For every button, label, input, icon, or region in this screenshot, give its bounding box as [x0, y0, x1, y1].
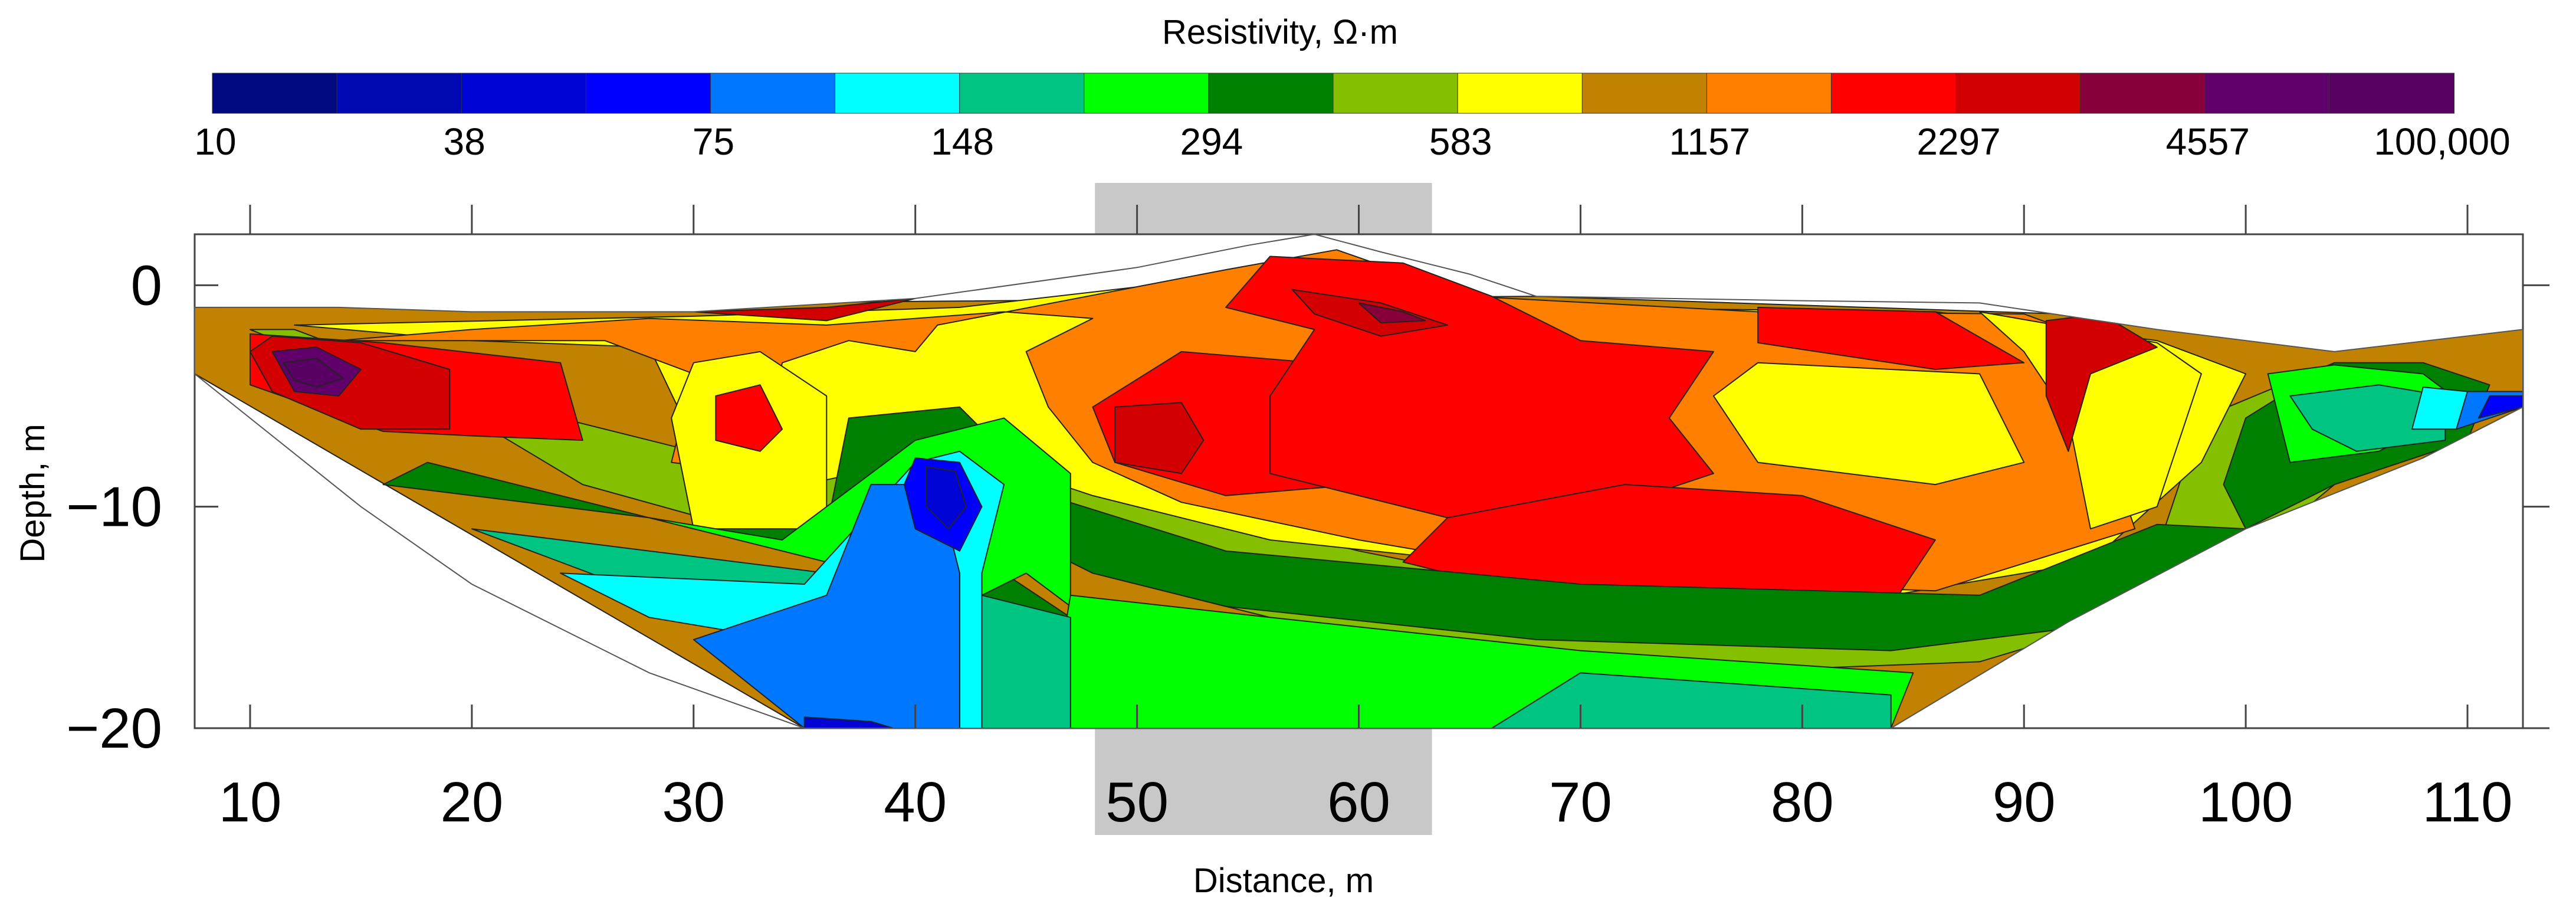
top-ticks: [249, 205, 2469, 234]
colorbar-tick-label: 583: [1429, 120, 1492, 163]
colorbar: Resistivity, Ω·m 10 38 75 148 294 583 1157 2297…: [194, 13, 2510, 163]
colorbar-swatch: [2204, 73, 2330, 114]
colorbar-swatch: [1955, 73, 2081, 114]
resistivity-region: [981, 594, 1071, 728]
colorbar-swatch: [585, 73, 711, 114]
colorbar-tick-label: 148: [931, 120, 994, 163]
y-axis-label: Depth, m: [14, 424, 52, 562]
resistivity-region: [1402, 484, 1936, 607]
colorbar-swatch: [461, 73, 587, 114]
y-tick-label: −10: [66, 476, 162, 539]
colorbar-swatch: [835, 73, 960, 114]
resistivity-region: [1114, 402, 1205, 474]
colorbar-swatch: [212, 73, 338, 114]
resistivity-region: [1979, 311, 2202, 530]
x-tick-label: 100: [2198, 771, 2293, 834]
colorbar-swatch: [1084, 73, 1209, 114]
resistivity-region: [803, 716, 894, 728]
colorbar-swatch: [959, 73, 1085, 114]
colorbar-swatch: [1457, 73, 1583, 114]
colorbar-swatch: [2080, 73, 2206, 114]
resistivity-region: [283, 358, 344, 388]
colorbar-swatch: [1830, 73, 1957, 114]
colorbar-tick-label: 38: [444, 120, 485, 163]
resistivity-region: [1358, 302, 1426, 324]
colorbar-tick-label: 10: [194, 120, 236, 163]
section-outline: [194, 233, 2524, 729]
colorbar-swatch: [710, 73, 836, 114]
x-tick-label: 10: [219, 771, 282, 834]
x-tick-label: 40: [884, 771, 947, 834]
x-axis: 10 20 30 40 50 60 70 80 90 100 110: [219, 705, 2513, 834]
colorbar-tick-label: 75: [693, 120, 734, 163]
x-tick-label: 80: [1771, 771, 1834, 834]
y-tick-label: 0: [131, 254, 162, 317]
resistivity-region: [2289, 384, 2446, 452]
x-tick-label: 70: [1549, 771, 1612, 834]
resistivity-section: [195, 249, 2523, 728]
colorbar-tick-label: 4557: [2166, 120, 2250, 163]
y-tick-label: −20: [66, 697, 162, 760]
x-tick-label: 30: [662, 771, 725, 834]
x-tick-label: 90: [1993, 771, 2056, 834]
x-tick-label: 60: [1327, 771, 1390, 834]
colorbar-swatch: [1706, 73, 1832, 114]
colorbar-tick-label: 294: [1180, 120, 1243, 163]
resistivity-region: [1491, 672, 1892, 728]
colorbar-tick-label: 2297: [1917, 120, 2000, 163]
colorbar-swatch: [1581, 73, 1708, 114]
colorbar-swatch: [2329, 73, 2455, 114]
colorbar-swatch: [336, 73, 462, 114]
resistivity-region: [1712, 362, 2025, 486]
colorbar-tick-label: 100,000: [2374, 120, 2510, 163]
colorbar-tick-label: 1157: [1669, 120, 1751, 163]
colorbar-title: Resistivity, Ω·m: [1162, 13, 1398, 51]
x-tick-label: 110: [2423, 771, 2513, 834]
x-tick-label: 20: [440, 771, 503, 834]
resistivity-region: [1757, 306, 2025, 370]
resistivity-region: [715, 384, 783, 452]
x-tick-label: 50: [1105, 771, 1169, 834]
colorbar-swatches: [212, 73, 2455, 114]
colorbar-swatch: [1333, 73, 1459, 114]
y-axis: 0 −10 −20: [66, 254, 2549, 760]
colorbar-swatch: [1208, 73, 1334, 114]
resistivity-region: [2477, 395, 2523, 419]
x-axis-label: Distance, m: [1193, 862, 1374, 900]
colorbar-tick-labels: 10 38 75 148 294 583 1157 2297 4557 100,000: [194, 120, 2510, 163]
resistivity-region: [926, 466, 967, 530]
